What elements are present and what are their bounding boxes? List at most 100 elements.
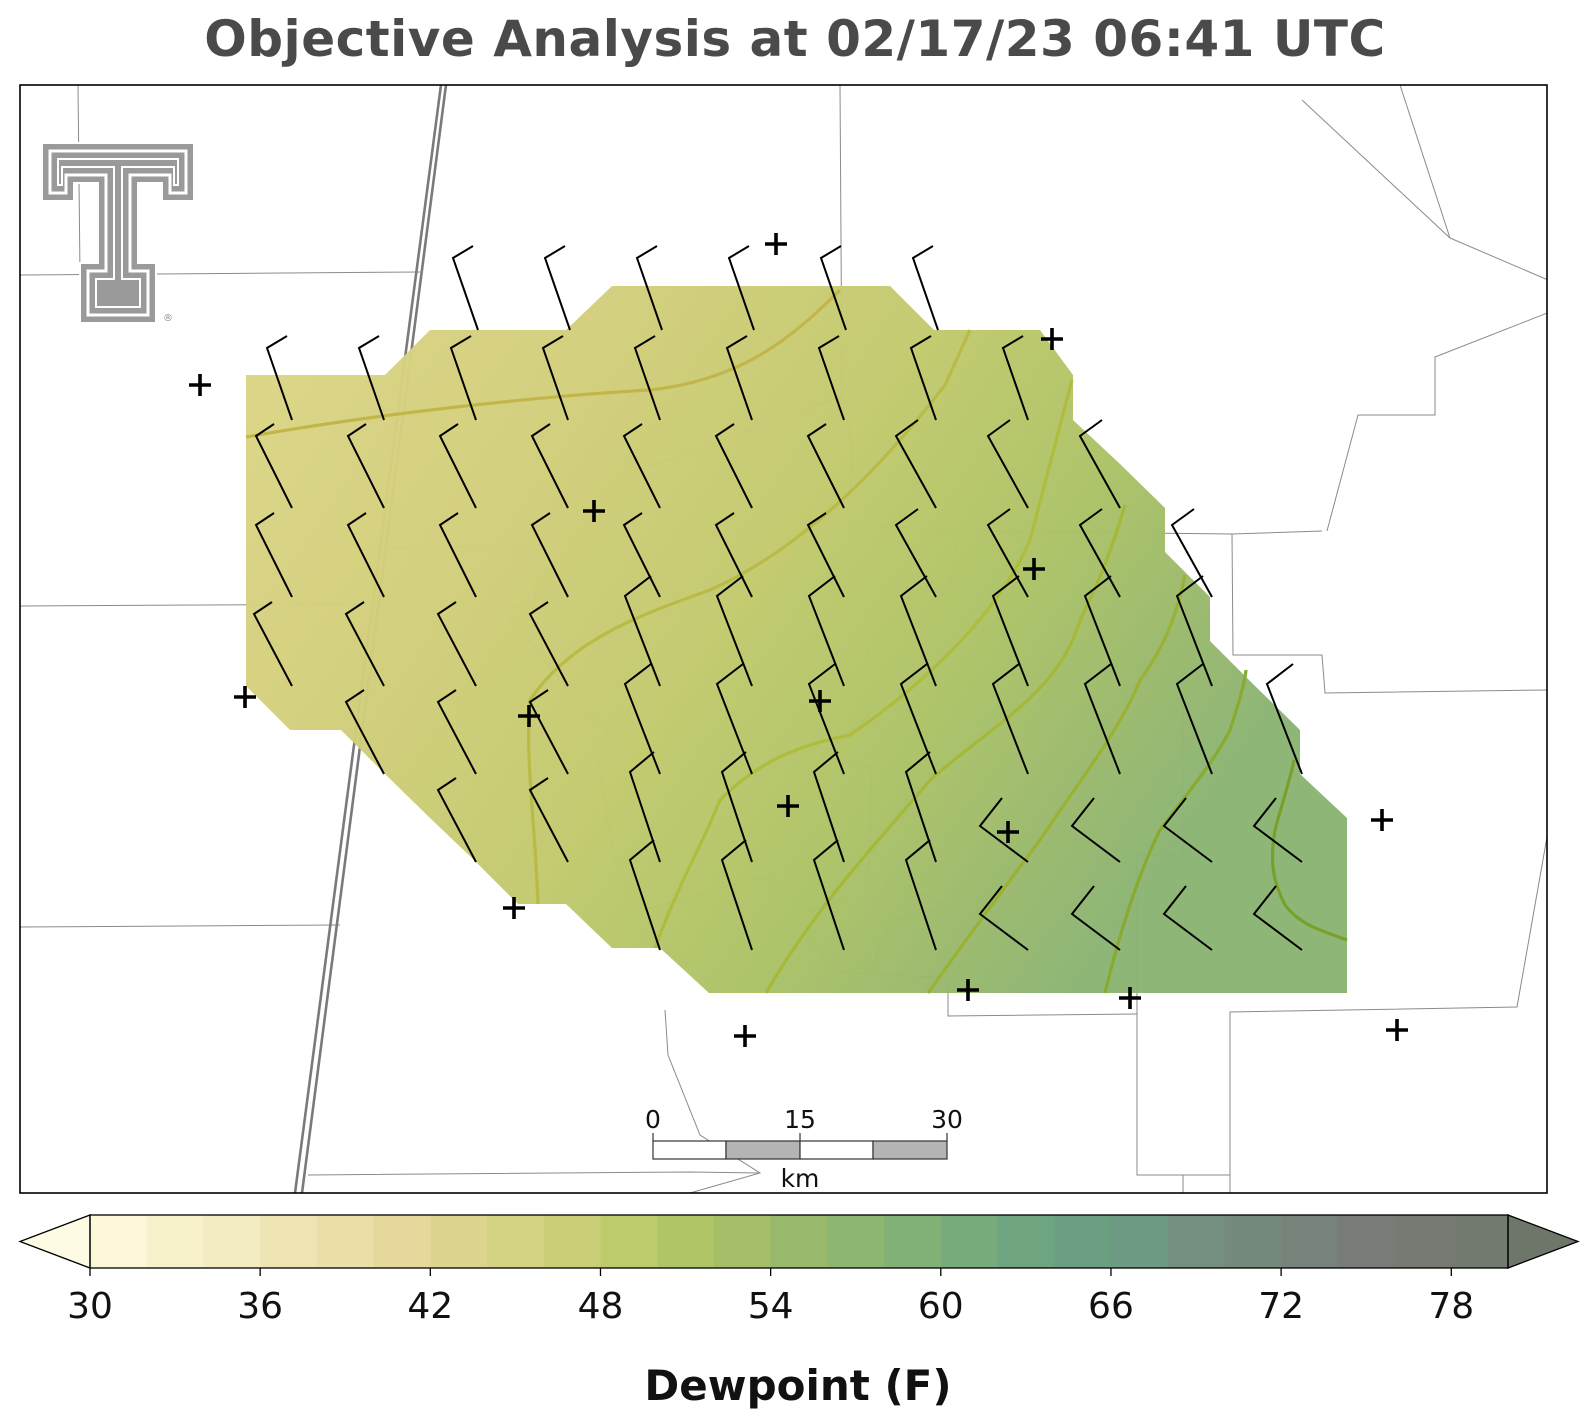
wind-barb-icon [978, 797, 1029, 863]
colorbar-bin [90, 1215, 148, 1268]
wind-barb-icon [628, 839, 661, 951]
station-plus-icon [1119, 987, 1141, 1009]
wind-barb-icon [346, 512, 385, 598]
colorbar-bin [713, 1215, 772, 1268]
station-plus-icon [1041, 328, 1063, 350]
colorbar-tick-label: 66 [1088, 1286, 1134, 1327]
station-plus-icon [809, 690, 831, 712]
wind-barb-icon [254, 423, 293, 509]
wind-barb-icon [543, 245, 571, 331]
colorbar-tick-label: 72 [1258, 1286, 1304, 1327]
wind-barb-icon [438, 512, 477, 598]
colorbar-bin [316, 1215, 375, 1268]
scale-label-0: 0 [645, 1105, 661, 1134]
colorbar: 30 36 42 48 54 60 66 72 78 [18, 1214, 1580, 1327]
wind-barb-icon [904, 839, 937, 951]
wind-barb-icon [991, 575, 1029, 687]
colorbar-bin [203, 1215, 261, 1268]
wind-barb-icon [714, 512, 753, 598]
wind-barb-icon [623, 575, 661, 687]
station-plus-icon [765, 233, 787, 255]
wind-barb-icon [812, 751, 845, 863]
wind-barb-icon [986, 508, 1029, 598]
station-plus-icon [583, 500, 605, 522]
station-plus-icon [503, 897, 525, 919]
station-plus-icon [1386, 1019, 1408, 1041]
wind-barb-icon [727, 245, 755, 331]
station-plus-icon [734, 1025, 756, 1047]
wind-barb-icon [817, 335, 845, 421]
station-plus-icon [189, 374, 211, 396]
wind-barb-icon [436, 601, 477, 687]
wind-barb-icon [1078, 508, 1121, 598]
wind-barb-icon [1175, 663, 1213, 775]
scale-label-15: 15 [784, 1105, 816, 1134]
wind-barb-icon [346, 423, 385, 509]
wind-barb-icon [1170, 508, 1213, 598]
wind-barbs [252, 245, 1303, 951]
station-markers [189, 233, 1408, 1047]
wind-barb-icon [1070, 797, 1121, 863]
colorbar-bin [1394, 1215, 1452, 1268]
wind-barb-icon [894, 508, 937, 598]
colorbar-bin [487, 1215, 545, 1268]
wind-barb-icon [1162, 797, 1213, 863]
station-plus-icon [997, 821, 1019, 843]
colorbar-extend-min [18, 1214, 91, 1269]
wind-barb-icon [541, 335, 569, 421]
wind-barb-icon [252, 601, 293, 687]
colorbar-bin [1281, 1215, 1339, 1268]
wind-barb-icon [720, 839, 753, 951]
station-plus-icon [234, 686, 256, 708]
colorbar-tick-label: 30 [67, 1286, 113, 1327]
wind-barb-icon [528, 777, 569, 863]
colorbar-tick-label: 54 [748, 1286, 794, 1327]
wind-barb-icon [725, 335, 753, 421]
wind-barb-icon [622, 423, 661, 509]
wind-barb-icon [451, 245, 479, 331]
svg-text:®: ® [163, 313, 173, 324]
colorbar-bin [430, 1215, 488, 1268]
wind-barb-icon [715, 575, 753, 687]
wind-barb-icon [1070, 885, 1121, 951]
colorbar-label: Dewpoint (F) [644, 1361, 951, 1410]
wind-barb-icon [819, 245, 847, 331]
wind-barb-icon [635, 245, 663, 331]
wind-barb-icon [1078, 419, 1121, 509]
wind-barb-icon [436, 777, 477, 863]
wind-barb-icon [357, 335, 385, 421]
wind-barb-icon [628, 751, 661, 863]
wind-barb-icon [1265, 663, 1303, 775]
colorbar-bin [146, 1215, 205, 1268]
colorbar-bin [1054, 1215, 1112, 1268]
colorbar-bin [1451, 1215, 1509, 1268]
station-plus-icon [1023, 558, 1045, 580]
scale-label-30: 30 [931, 1105, 963, 1134]
wind-barb-icon [528, 601, 569, 687]
wind-barb-icon [978, 885, 1029, 951]
colorbar-bin [884, 1215, 942, 1268]
wind-barb-icon [436, 689, 477, 775]
map-border [19, 84, 1548, 1194]
colorbar-bin [1110, 1215, 1169, 1268]
colorbar-bin [997, 1215, 1055, 1268]
wind-barb-icon [265, 335, 293, 421]
station-plus-icon [518, 705, 540, 727]
colorbar-bin [940, 1215, 999, 1268]
wind-barb-icon [806, 512, 845, 598]
wind-barb-icon [715, 663, 753, 775]
colorbar-tick-label: 42 [407, 1286, 453, 1327]
map-title: Objective Analysis at 02/17/23 06:41 UTC [204, 10, 1386, 68]
wind-barb-icon [1001, 335, 1029, 421]
colorbar-tick-label: 36 [237, 1286, 283, 1327]
wind-barb-icon [344, 601, 385, 687]
colorbar-bin [543, 1215, 602, 1268]
wind-barb-icon [807, 663, 845, 775]
wind-barb-icon [633, 335, 661, 421]
wind-barb-icon [714, 423, 753, 509]
colorbar-extend-max [1507, 1214, 1580, 1269]
station-plus-icon [957, 979, 979, 1001]
colorbar-tick-label: 48 [578, 1286, 624, 1327]
wind-barb-icon [899, 575, 937, 687]
colorbar-tick-label: 78 [1428, 1286, 1474, 1327]
